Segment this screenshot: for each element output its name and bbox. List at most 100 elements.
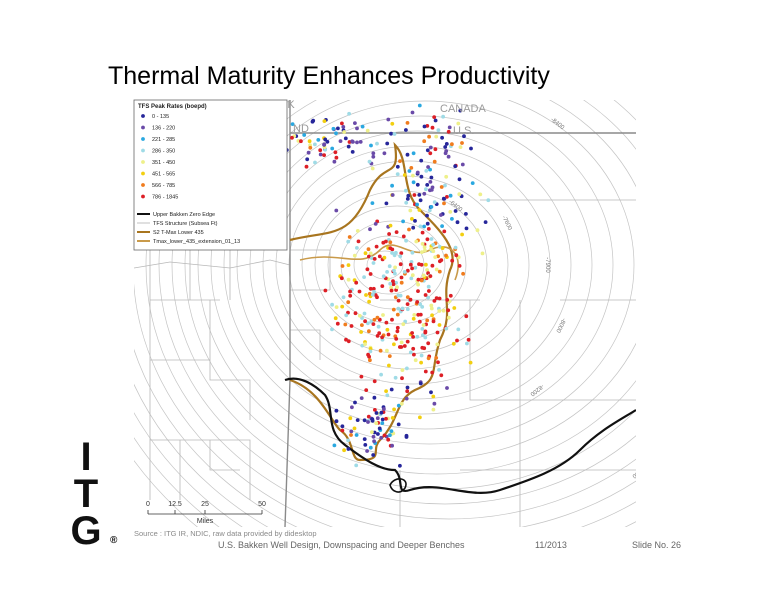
well [394, 337, 399, 341]
tmax-extension-line [299, 244, 459, 281]
well [431, 242, 436, 247]
well [355, 229, 360, 233]
well [446, 129, 451, 134]
well [423, 248, 427, 253]
well [323, 137, 328, 142]
well [411, 225, 416, 230]
well [448, 193, 453, 198]
well [460, 162, 465, 167]
well [425, 213, 429, 218]
well [350, 150, 355, 154]
well [432, 299, 437, 303]
well [395, 312, 400, 317]
well [384, 239, 388, 244]
well [415, 334, 420, 339]
legend-box [133, 99, 288, 251]
logo-mark: ® [110, 535, 118, 546]
well [380, 417, 385, 422]
well [355, 418, 360, 422]
well [430, 313, 434, 318]
well [437, 269, 442, 274]
well [384, 416, 388, 421]
well [441, 114, 445, 119]
well [415, 202, 419, 207]
well [429, 175, 434, 180]
well [405, 389, 410, 394]
well [416, 282, 420, 287]
well [346, 310, 350, 315]
well [354, 463, 359, 468]
well [346, 144, 351, 149]
well [379, 435, 384, 440]
well [444, 253, 448, 258]
legend-label: 0 - 135 [152, 114, 169, 120]
well [375, 416, 380, 421]
well [371, 286, 376, 291]
contour-line [262, 130, 572, 400]
well [411, 180, 416, 185]
legend-swatch [141, 125, 145, 130]
well [372, 439, 376, 444]
well [360, 124, 365, 129]
well [290, 135, 294, 140]
well [405, 197, 410, 201]
contour-line [236, 100, 614, 430]
well [404, 188, 408, 193]
well [426, 284, 431, 289]
legend-swatch [141, 194, 145, 199]
well [380, 284, 385, 288]
well [443, 183, 447, 188]
well [444, 142, 449, 146]
well [349, 433, 353, 437]
contour-line [223, 100, 635, 445]
well [374, 244, 379, 249]
well [447, 125, 452, 130]
well [400, 376, 404, 381]
well [380, 421, 385, 425]
well [418, 224, 423, 229]
well [464, 212, 468, 216]
well [425, 318, 430, 323]
contour-line [327, 205, 467, 325]
well [371, 151, 376, 156]
well [340, 424, 345, 429]
well [464, 226, 469, 231]
well [341, 125, 346, 129]
logo-letter: G [70, 509, 101, 553]
well [405, 268, 410, 273]
well [445, 386, 449, 390]
well [325, 139, 330, 144]
well [334, 305, 339, 309]
contour-label: -8800 [691, 257, 697, 273]
well [377, 254, 382, 259]
logo-letter: I [80, 435, 91, 479]
well [409, 166, 414, 170]
well [405, 295, 410, 299]
well [343, 136, 348, 141]
well [385, 393, 390, 398]
well [370, 430, 374, 434]
well [455, 338, 459, 343]
contour-label: -9000 [689, 363, 701, 380]
well [424, 169, 429, 173]
well [416, 277, 421, 282]
well [381, 313, 385, 317]
well [453, 164, 458, 169]
well [371, 322, 376, 326]
well [339, 276, 344, 281]
well [334, 208, 339, 213]
well [322, 153, 326, 158]
well [316, 138, 321, 142]
well [437, 244, 442, 249]
well [306, 150, 311, 155]
well [419, 278, 424, 283]
well [370, 166, 375, 171]
county-lines [134, 199, 636, 527]
well [382, 433, 387, 438]
well [369, 143, 373, 148]
well [354, 433, 359, 437]
well [353, 121, 357, 125]
well [483, 220, 488, 225]
map: -6400-7600-7900-8000-8200-8400-8600-8800… [134, 100, 701, 527]
well [323, 288, 328, 293]
